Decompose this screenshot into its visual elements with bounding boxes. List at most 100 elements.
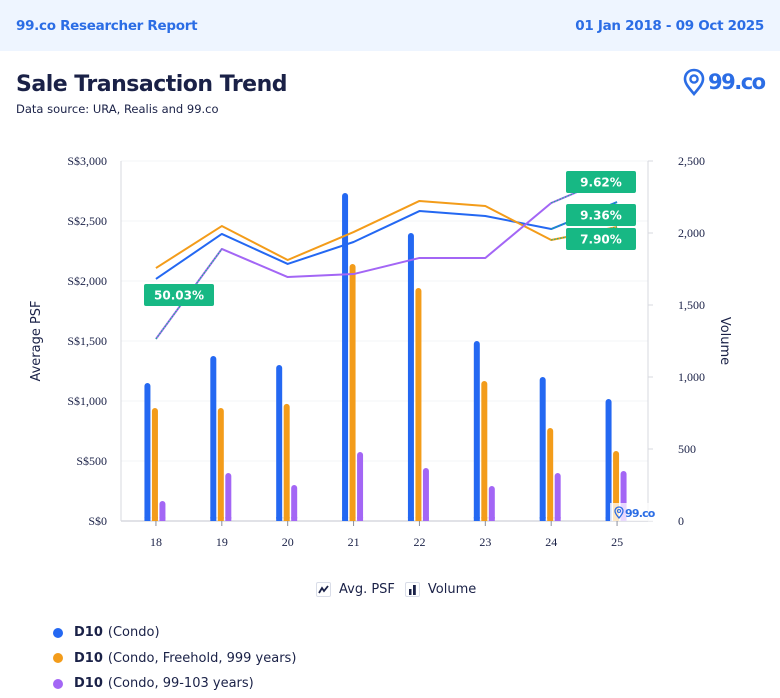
volume-bar: [539, 377, 546, 521]
volume-bar-base: [473, 517, 480, 521]
report-header: 99.co Researcher Report 01 Jan 2018 - 09…: [0, 0, 780, 51]
change-badge-label: 50.03%: [154, 289, 204, 303]
volume-bar-base: [225, 517, 232, 521]
y-right-title: Volume: [717, 317, 732, 365]
volume-bar-base: [217, 517, 224, 521]
x-tick-label: 22: [413, 535, 425, 549]
chart-watermark: 99.co: [610, 503, 657, 521]
change-badge: [144, 284, 214, 306]
volume-bar: [151, 407, 158, 521]
y-left-tick-label: S$500: [76, 454, 107, 468]
y-right-tick-label: 0: [678, 514, 684, 528]
metric-toggle-legend: Avg. PSF Volume: [316, 582, 476, 597]
y-right-tick-label: 500: [678, 442, 696, 456]
volume-bar: [481, 381, 488, 521]
psf-lines: [155, 174, 618, 340]
volume-bar: [422, 468, 429, 521]
change-badges: 50.03% 9.62% 9.36% 7.90%: [144, 171, 636, 340]
x-tick-label: 24: [545, 535, 557, 549]
x-tick-label: 21: [348, 535, 360, 549]
volume-bar-base: [407, 517, 414, 521]
y-left-tick-label: S$0: [88, 514, 107, 528]
legend-district: D10: [74, 650, 103, 666]
volume-bar-base: [488, 517, 495, 521]
legend-item-condo[interactable]: D10 (Condo): [53, 620, 296, 646]
legend-dot: [53, 678, 63, 689]
volume-bar: [554, 473, 561, 521]
change-badge: [566, 171, 636, 193]
toggle-avg-psf-label: Avg. PSF: [339, 582, 395, 597]
volume-bar-base: [144, 517, 151, 521]
y-left-tick-label: S$3,000: [67, 154, 107, 168]
legend-label: (Condo, 99-103 years): [107, 676, 254, 692]
volume-bar-base: [210, 517, 217, 521]
volume-bar-base: [605, 517, 612, 521]
legend-label: (Condo): [107, 625, 160, 641]
volume-bar: [217, 407, 224, 521]
data-source: Data source: URA, Realis and 99.co: [16, 102, 219, 116]
x-tick-label: 20: [282, 535, 294, 549]
volume-bar-base: [349, 517, 356, 521]
y-right-tick-label: 2,000: [678, 226, 705, 240]
toggle-avg-psf[interactable]: Avg. PSF: [316, 582, 395, 597]
volume-bar: [547, 427, 554, 521]
volume-bar: [357, 452, 364, 521]
grid-lines: [121, 160, 648, 462]
change-badge: [566, 204, 636, 226]
x-tick-label: 25: [611, 535, 623, 549]
volume-bar-base: [539, 517, 546, 521]
volume-bar-base: [276, 517, 283, 521]
volume-bar: [342, 192, 349, 521]
change-badge: [566, 228, 636, 250]
volume-bar: [415, 288, 422, 521]
toggle-volume[interactable]: Volume: [404, 582, 477, 597]
psf-line: [155, 199, 618, 269]
x-tick-label: 18: [150, 535, 162, 549]
change-badge-label: 7.90%: [580, 233, 622, 247]
watermark-text: 99.co: [625, 507, 656, 520]
volume-bar-base: [283, 517, 290, 521]
volume-bar: [276, 365, 283, 521]
x-tick-label: 23: [479, 535, 491, 549]
x-tick-label: 19: [216, 535, 228, 549]
toggle-volume-label: Volume: [427, 582, 477, 597]
legend-dot: [53, 653, 63, 664]
volume-bar: [473, 341, 480, 521]
psf-line: [155, 201, 618, 280]
volume-bar-base: [357, 517, 364, 521]
watermark-pin-icon: [614, 506, 624, 520]
volume-bar: [349, 263, 356, 521]
y-left-tick-label: S$1,500: [67, 334, 107, 348]
volume-bar-base: [554, 517, 561, 521]
volume-bar: [225, 473, 232, 521]
legend-item-condo-freehold[interactable]: D10 (Condo, Freehold, 999 years): [53, 646, 296, 672]
y-right-tick-label: 1,500: [678, 298, 705, 312]
volume-bar-base: [291, 517, 298, 521]
y-left-tick-label: S$2,000: [67, 274, 107, 288]
legend-district: D10: [74, 676, 103, 692]
bar-chart-icon: [404, 582, 420, 597]
y-left-title: Average PSF: [29, 300, 44, 381]
y-right-tick-label: 2,500: [678, 154, 705, 168]
y-left-tick-label: S$1,000: [67, 394, 107, 408]
volume-bar-base: [422, 517, 429, 521]
location-pin-icon: [683, 68, 705, 96]
change-badge-label: 9.62%: [580, 176, 622, 190]
volume-bar: [159, 500, 166, 521]
volume-bar-base: [547, 517, 554, 521]
y-left-tick-label: S$2,500: [67, 214, 107, 228]
brand-logo: 99.co: [683, 68, 766, 96]
legend-district: D10: [74, 625, 103, 641]
volume-bar: [210, 355, 217, 521]
volume-bar: [283, 403, 290, 521]
logo-text: 99.co: [708, 70, 766, 94]
chart-title: Sale Transaction Trend: [16, 72, 288, 97]
volume-bar: [488, 486, 495, 521]
date-range: 01 Jan 2018 - 09 Oct 2025: [575, 18, 764, 34]
volume-bar-base: [415, 517, 422, 521]
legend-item-condo-leasehold[interactable]: D10 (Condo, 99-103 years): [53, 671, 296, 697]
volume-bar: [144, 383, 151, 521]
legend-label: (Condo, Freehold, 999 years): [107, 650, 297, 666]
volume-bar-base: [481, 517, 488, 521]
axes: S$0 S$500 S$1,000 S$1,500 S$2,000 S$2,500 S$3,…: [29, 154, 732, 549]
